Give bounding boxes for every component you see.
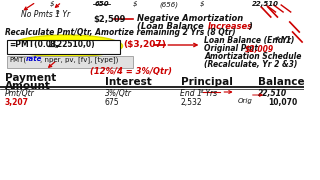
Text: Interest: Interest xyxy=(105,77,151,87)
Text: (Loan Balance: (Loan Balance xyxy=(137,22,206,31)
Text: 650: 650 xyxy=(95,1,110,7)
Text: PMT(: PMT( xyxy=(10,56,27,62)
FancyBboxPatch shape xyxy=(7,40,120,54)
Text: (12%/4 = 3%/Qtr): (12%/4 = 3%/Qtr) xyxy=(90,67,172,76)
Text: (656): (656) xyxy=(160,1,179,8)
Text: st: st xyxy=(56,10,60,15)
Text: ,22510,0): ,22510,0) xyxy=(54,40,95,49)
Text: 8: 8 xyxy=(49,40,55,49)
Text: 2,532: 2,532 xyxy=(180,98,202,107)
Text: st: st xyxy=(275,36,280,41)
Text: Principal: Principal xyxy=(180,77,232,87)
Text: Yrs: Yrs xyxy=(203,89,217,98)
Text: 3,207: 3,207 xyxy=(5,98,29,107)
Text: Pmt/Qtr: Pmt/Qtr xyxy=(5,89,35,98)
Text: , nper, pv, [fv], [type]): , nper, pv, [fv], [type]) xyxy=(40,56,118,63)
Text: Balance: Balance xyxy=(259,77,305,87)
Text: Amount: Amount xyxy=(5,81,51,91)
Text: Increases: Increases xyxy=(208,22,253,31)
Text: rate: rate xyxy=(26,56,42,62)
Text: 22,510: 22,510 xyxy=(259,89,288,98)
Text: 3%/Qtr: 3%/Qtr xyxy=(105,89,132,98)
Ellipse shape xyxy=(11,35,123,57)
Text: st: st xyxy=(199,89,204,94)
Text: =PMT(0.03,: =PMT(0.03, xyxy=(10,40,60,49)
Text: (Recalculate, Yr 2 &3): (Recalculate, Yr 2 &3) xyxy=(204,60,298,69)
Text: Amortization Schedule: Amortization Schedule xyxy=(204,52,302,61)
Text: Original Pmt: Original Pmt xyxy=(204,44,261,53)
Text: ): ) xyxy=(248,22,252,31)
Text: Yr): Yr) xyxy=(279,36,295,45)
Text: No Pmts 1: No Pmts 1 xyxy=(21,10,60,19)
Text: $2,509: $2,509 xyxy=(93,15,125,24)
Text: Recalculate Pmt/Qtr, Amortize remaining 2 Yrs (8 Qtr): Recalculate Pmt/Qtr, Amortize remaining … xyxy=(5,28,236,37)
Text: ($3,207): ($3,207) xyxy=(124,40,166,49)
Text: 22,510: 22,510 xyxy=(252,1,279,7)
Text: 675: 675 xyxy=(105,98,119,107)
Text: $: $ xyxy=(133,1,138,7)
Text: End 1: End 1 xyxy=(180,89,202,98)
Text: Payment: Payment xyxy=(5,73,56,83)
Text: Loan Balance (End 1: Loan Balance (End 1 xyxy=(204,36,292,45)
Text: 10,070: 10,070 xyxy=(268,98,297,107)
Text: $: $ xyxy=(199,1,204,7)
Text: Negative Amortization: Negative Amortization xyxy=(137,14,243,23)
Text: $: $ xyxy=(49,1,54,7)
Text: Orig: Orig xyxy=(237,98,252,104)
FancyBboxPatch shape xyxy=(7,56,133,68)
Text: $2,009: $2,009 xyxy=(245,44,274,53)
Text: Yr: Yr xyxy=(60,10,70,19)
